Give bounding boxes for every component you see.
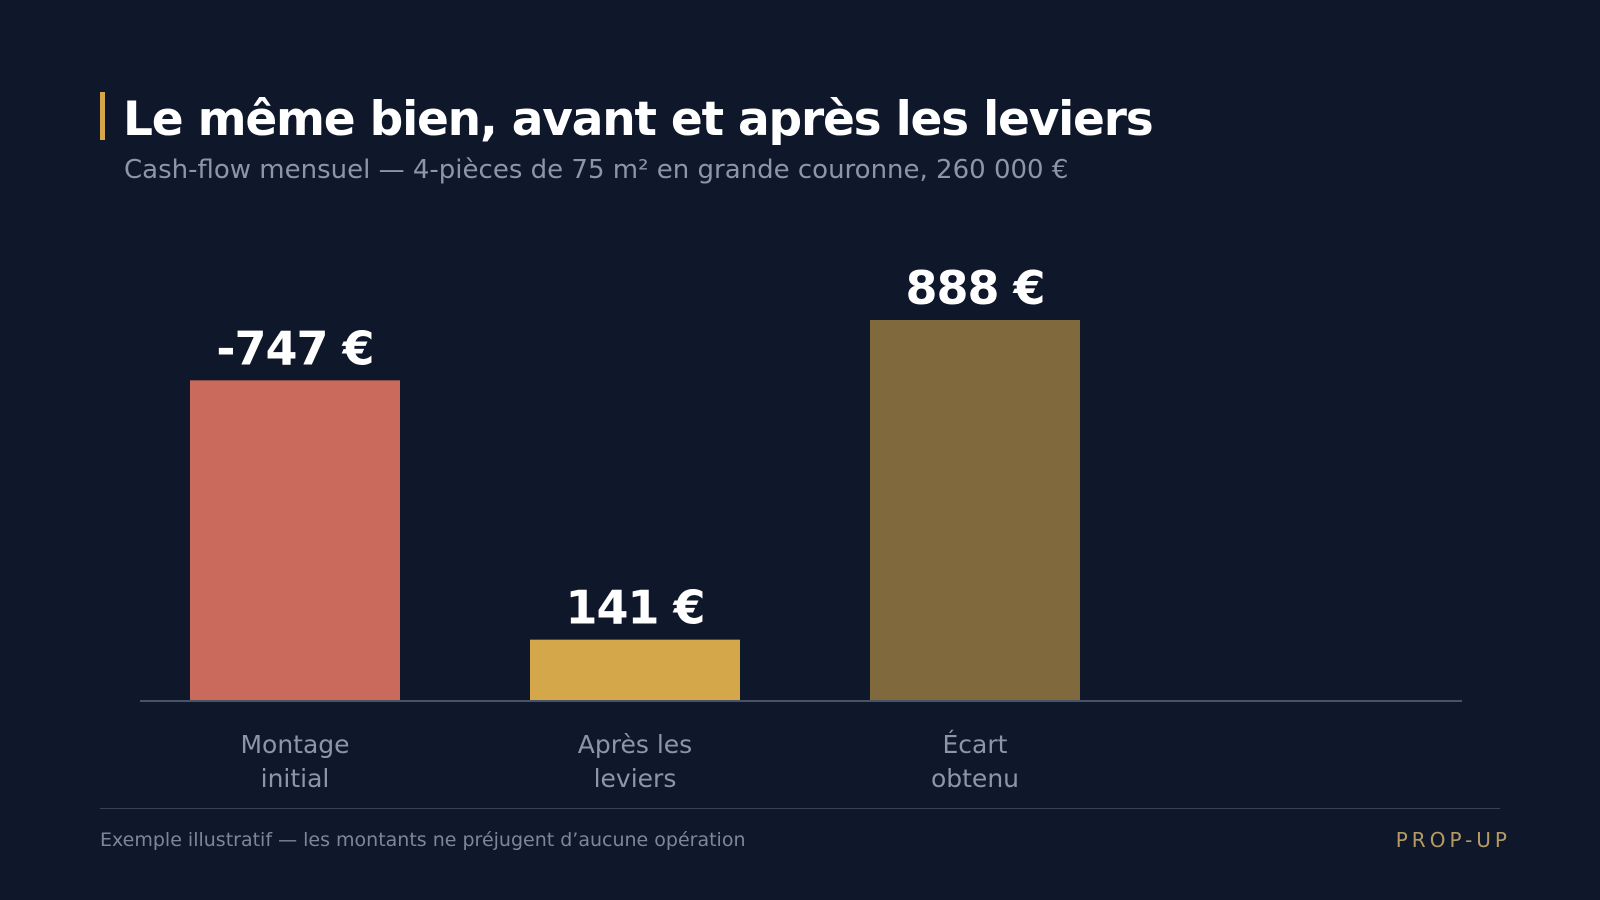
category-label-3: Écart obtenu (931, 730, 1019, 793)
footnote: Exemple illustratif — les montants ne pr… (100, 829, 746, 851)
category-label-2: Après les leviers (578, 730, 692, 793)
category-label-1: Montage initial (240, 730, 349, 793)
bar-1 (190, 380, 400, 700)
bar-2 (530, 639, 740, 700)
title-accent-bar (100, 92, 105, 140)
bar-3 (870, 320, 1080, 700)
bar-value-label-3: 888 € (905, 261, 1044, 315)
page-subtitle: Cash-flow mensuel — 4-pièces de 75 m² en… (124, 155, 1069, 185)
bar-value-label-2: 141 € (565, 581, 704, 635)
page-title: Le même bien, avant et après les leviers (123, 92, 1154, 147)
brand-logo-text: PROP-UP (1395, 828, 1511, 852)
footer-divider (100, 808, 1500, 809)
bar-chart: -747 € Montage initial 141 € Après les levier… (140, 261, 1462, 793)
bar-value-label-1: -747 € (216, 321, 373, 375)
